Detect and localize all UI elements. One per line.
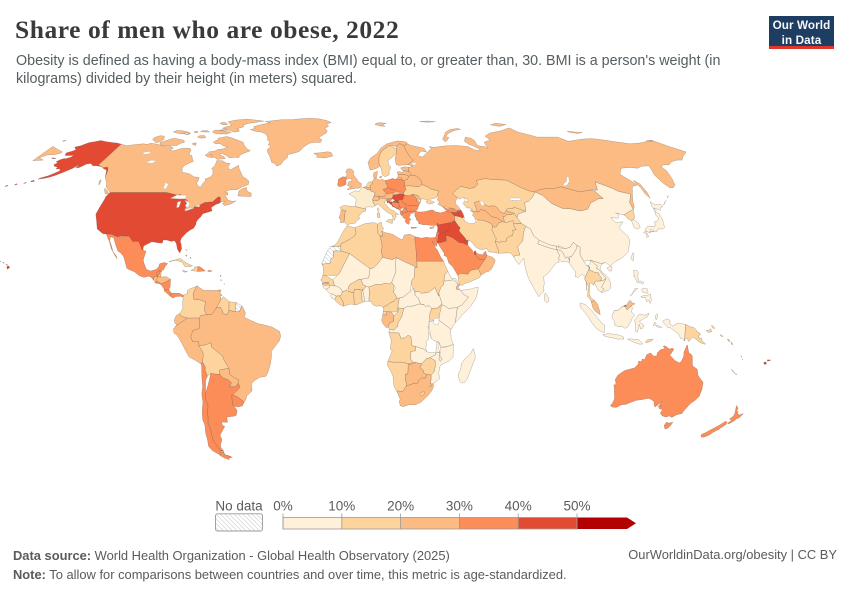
svg-text:40%: 40% xyxy=(505,499,532,514)
svg-text:0%: 0% xyxy=(273,499,293,514)
svg-text:No data: No data xyxy=(215,499,263,514)
svg-text:10%: 10% xyxy=(328,499,355,514)
svg-text:50%: 50% xyxy=(563,499,590,514)
svg-text:20%: 20% xyxy=(387,499,414,514)
svg-text:30%: 30% xyxy=(446,499,473,514)
